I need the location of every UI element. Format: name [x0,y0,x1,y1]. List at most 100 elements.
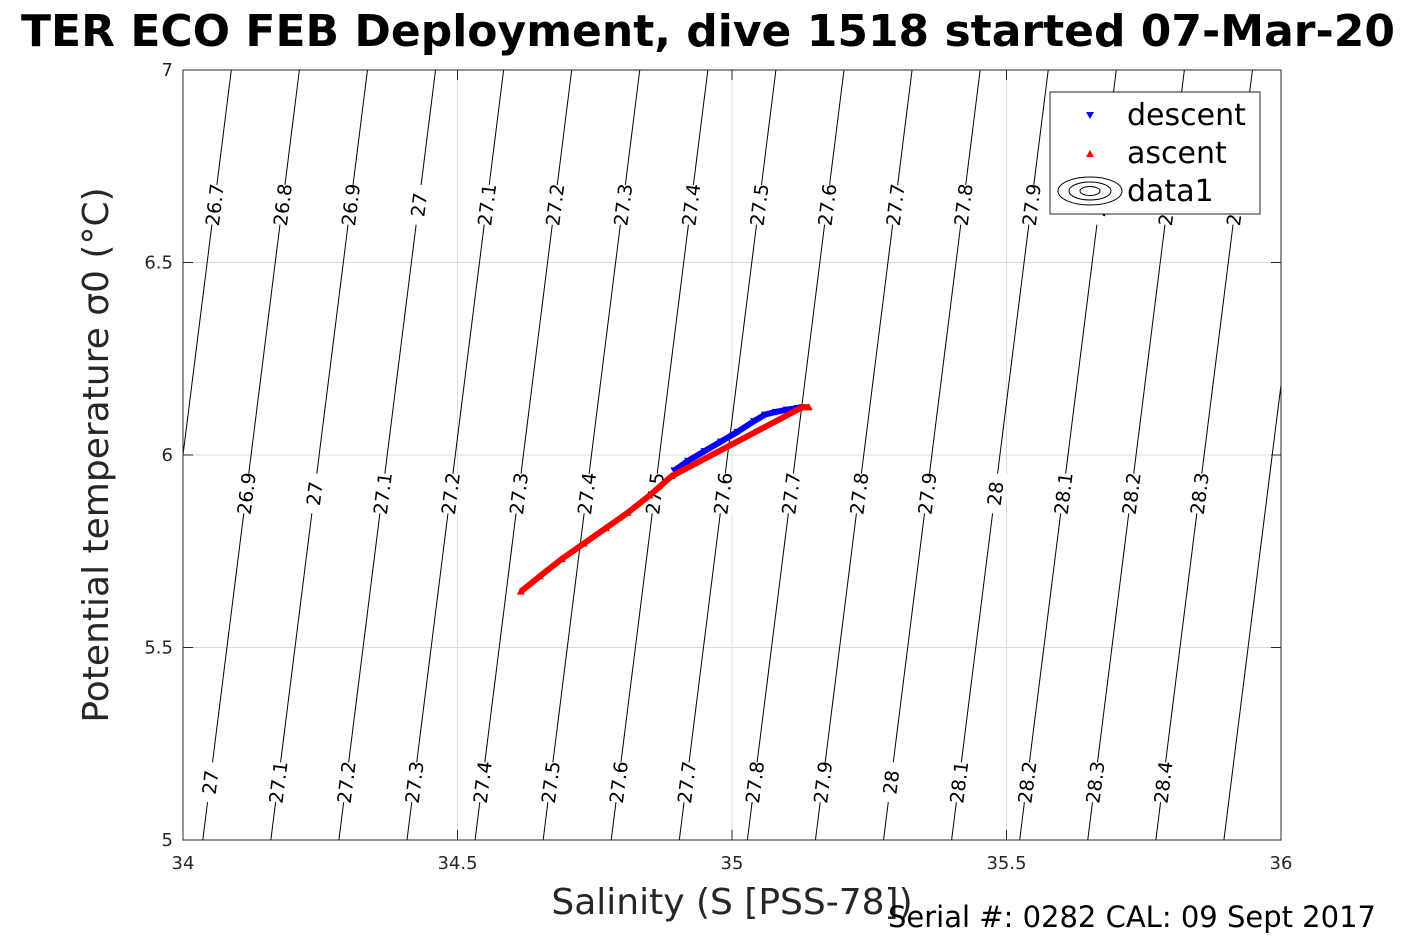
ascent-marker [623,508,632,516]
contour-label-bg [404,183,434,227]
chart-title: TER ECO FEB Deployment, dive 1518 starte… [21,6,1395,57]
ascent-marker [804,403,813,411]
contour-label-bg [268,183,297,227]
contour-label: 28.3 [1082,760,1109,805]
contour-label: 27.2 [438,471,465,516]
contour-label: 27.6 [710,471,737,516]
contour-label: 28.1 [1051,471,1078,516]
y-tick-label: 5.5 [144,638,173,659]
density-contour-labels: 26.7 26.8 26.9 27 27.1 27.2 27.3 27.4 27.5 27.6 27… [195,183,1250,805]
contour-label: 27.2 [334,760,361,805]
contour-label: 27.2 [542,183,569,228]
contour-label-bg [812,183,842,227]
ascent-marker [645,491,654,499]
descent-marker [782,406,791,414]
ascent-marker [516,587,525,595]
contour-label-bg [808,760,838,804]
x-axis-label: Salinity (S [PSS-78]) [551,882,912,923]
contour-label-bg [399,760,429,804]
x-tick-label: 34 [172,853,195,874]
legend-label-data1: data1 [1127,174,1214,209]
contour-label-bg [1012,760,1042,804]
descent-marker [717,438,726,446]
y-axis-ticks: 5 5.5 6 6.5 7 [144,60,1281,851]
contour-label: 27.1 [266,760,293,805]
ascent-marker [601,524,610,532]
contour-label-bg [744,183,774,227]
contour-label: 27 [199,769,224,796]
contour-label-bg [467,760,497,804]
contour-label-bg [367,472,397,515]
x-tick-label: 36 [1270,853,1293,874]
contour-label: 27.8 [742,760,769,805]
contour-label: 27.7 [674,760,701,805]
contour-label: 26.7 [202,183,229,228]
contour-label-bg [740,760,770,804]
contour-label: 26.8 [270,183,297,228]
descent-marker [684,457,693,465]
contour-label: 28.2 [1119,471,1146,516]
contour-label-bg [535,760,565,804]
contour-label: 28.4 [1151,760,1178,805]
contour-label-bg [880,183,910,227]
contour-label-bg [436,472,465,515]
contour-label-bg [912,472,942,515]
contour-label-bg [1048,472,1078,515]
contour-label-bg [776,472,806,515]
contour-label: 27.6 [815,183,842,228]
y-tick-label: 6 [162,445,173,466]
y-tick-label: 5 [162,830,173,851]
contour-label-bg [944,760,974,804]
contour-label-bg [504,472,533,515]
contour-label: 28.2 [1014,760,1041,805]
ascent-marker [557,554,566,562]
contour-label-bg [708,472,738,515]
contour-label: 27.3 [610,183,637,228]
contour-label-bg [1016,183,1046,227]
contour-label-bg [472,183,502,227]
ascent-marker [579,539,588,547]
contour-label-bg [572,472,602,515]
x-tick-label: 35 [721,853,744,874]
contour-label-bg [540,183,570,227]
contour-label-bg [844,472,874,515]
y-tick-label: 7 [162,60,173,81]
contour-label-bg [299,472,329,515]
ascent-trace [518,404,809,595]
legend-marker-descent [1086,112,1094,119]
contour-label: 27.5 [538,760,565,805]
contour-label: 27.9 [914,471,941,516]
contour-label-bg [331,760,361,804]
contour-label: 28 [984,480,1009,507]
legend-label-ascent: ascent [1127,136,1227,171]
contour-label: 27.5 [746,183,773,228]
ascent-marker [667,472,676,480]
x-tick-label: 34.5 [437,853,477,874]
contour-label: 27.4 [470,760,497,805]
descent-marker [760,411,769,419]
contour-label: 27.7 [883,183,910,228]
contour-label-bg [672,760,701,804]
legend-label-descent: descent [1127,98,1246,133]
descent-marker [733,428,742,436]
ascent-marker [798,403,807,411]
contour-label: 27.1 [370,471,397,516]
contour-label: 28.1 [946,760,973,805]
contour-label: 27.8 [846,471,873,516]
contour-label: 27.4 [678,183,705,228]
ascent-marker [535,572,544,580]
contour-label-bg [195,760,225,804]
contour-label-bg [608,183,638,227]
y-tick-label: 6.5 [144,253,173,274]
contour-label: 27.8 [951,183,978,228]
contour-label-bg [200,183,229,227]
contour-label: 27.9 [810,760,837,805]
descent-marker [749,418,758,426]
contour-label: 27 [407,192,432,219]
legend-box [1049,91,1261,215]
contour-label-bg [604,760,633,804]
contour-label: 27.3 [402,760,429,805]
y-axis-label: Potential temperature σ0 (°C) [76,187,117,722]
contour-label: 26.9 [338,183,365,228]
